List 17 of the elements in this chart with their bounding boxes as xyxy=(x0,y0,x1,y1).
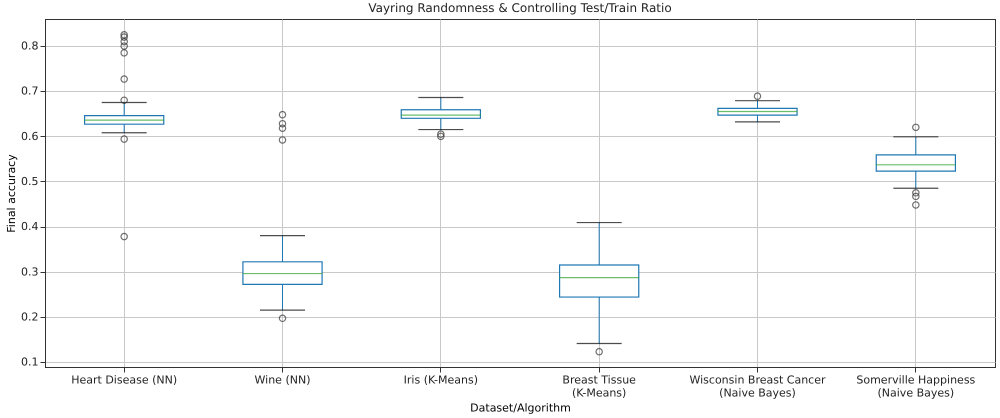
y-tick-label: 0.5 xyxy=(21,174,38,188)
y-tick-label: 0.3 xyxy=(21,265,38,278)
x-tick-label: Heart Disease (NN) xyxy=(71,374,178,386)
y-tick-label: 0.4 xyxy=(21,220,38,234)
y-tick-label: 0.1 xyxy=(21,356,38,369)
x-tick-label: Iris (K-Means) xyxy=(404,374,478,386)
x-tick-label: Somerville Happiness (Naive Bayes) xyxy=(856,374,976,400)
y-tick-label: 0.6 xyxy=(21,130,38,143)
chart-title: Vayring Randomness & Controlling Test/Train Ratio xyxy=(368,1,672,15)
y-tick-label: 0.7 xyxy=(21,84,38,98)
x-tick-label: Wine (NN) xyxy=(254,374,310,386)
y-axis-title: Final accuracy xyxy=(5,154,18,233)
x-tick-label: Wisconsin Breast Cancer (Naive Bayes) xyxy=(689,374,826,400)
x-tick-label: Breast Tissue (K-Means) xyxy=(562,374,636,400)
y-tick-label: 0.8 xyxy=(21,40,38,53)
y-tick-label: 0.2 xyxy=(21,310,38,324)
x-axis-title: Dataset/Algorithm xyxy=(470,402,571,414)
